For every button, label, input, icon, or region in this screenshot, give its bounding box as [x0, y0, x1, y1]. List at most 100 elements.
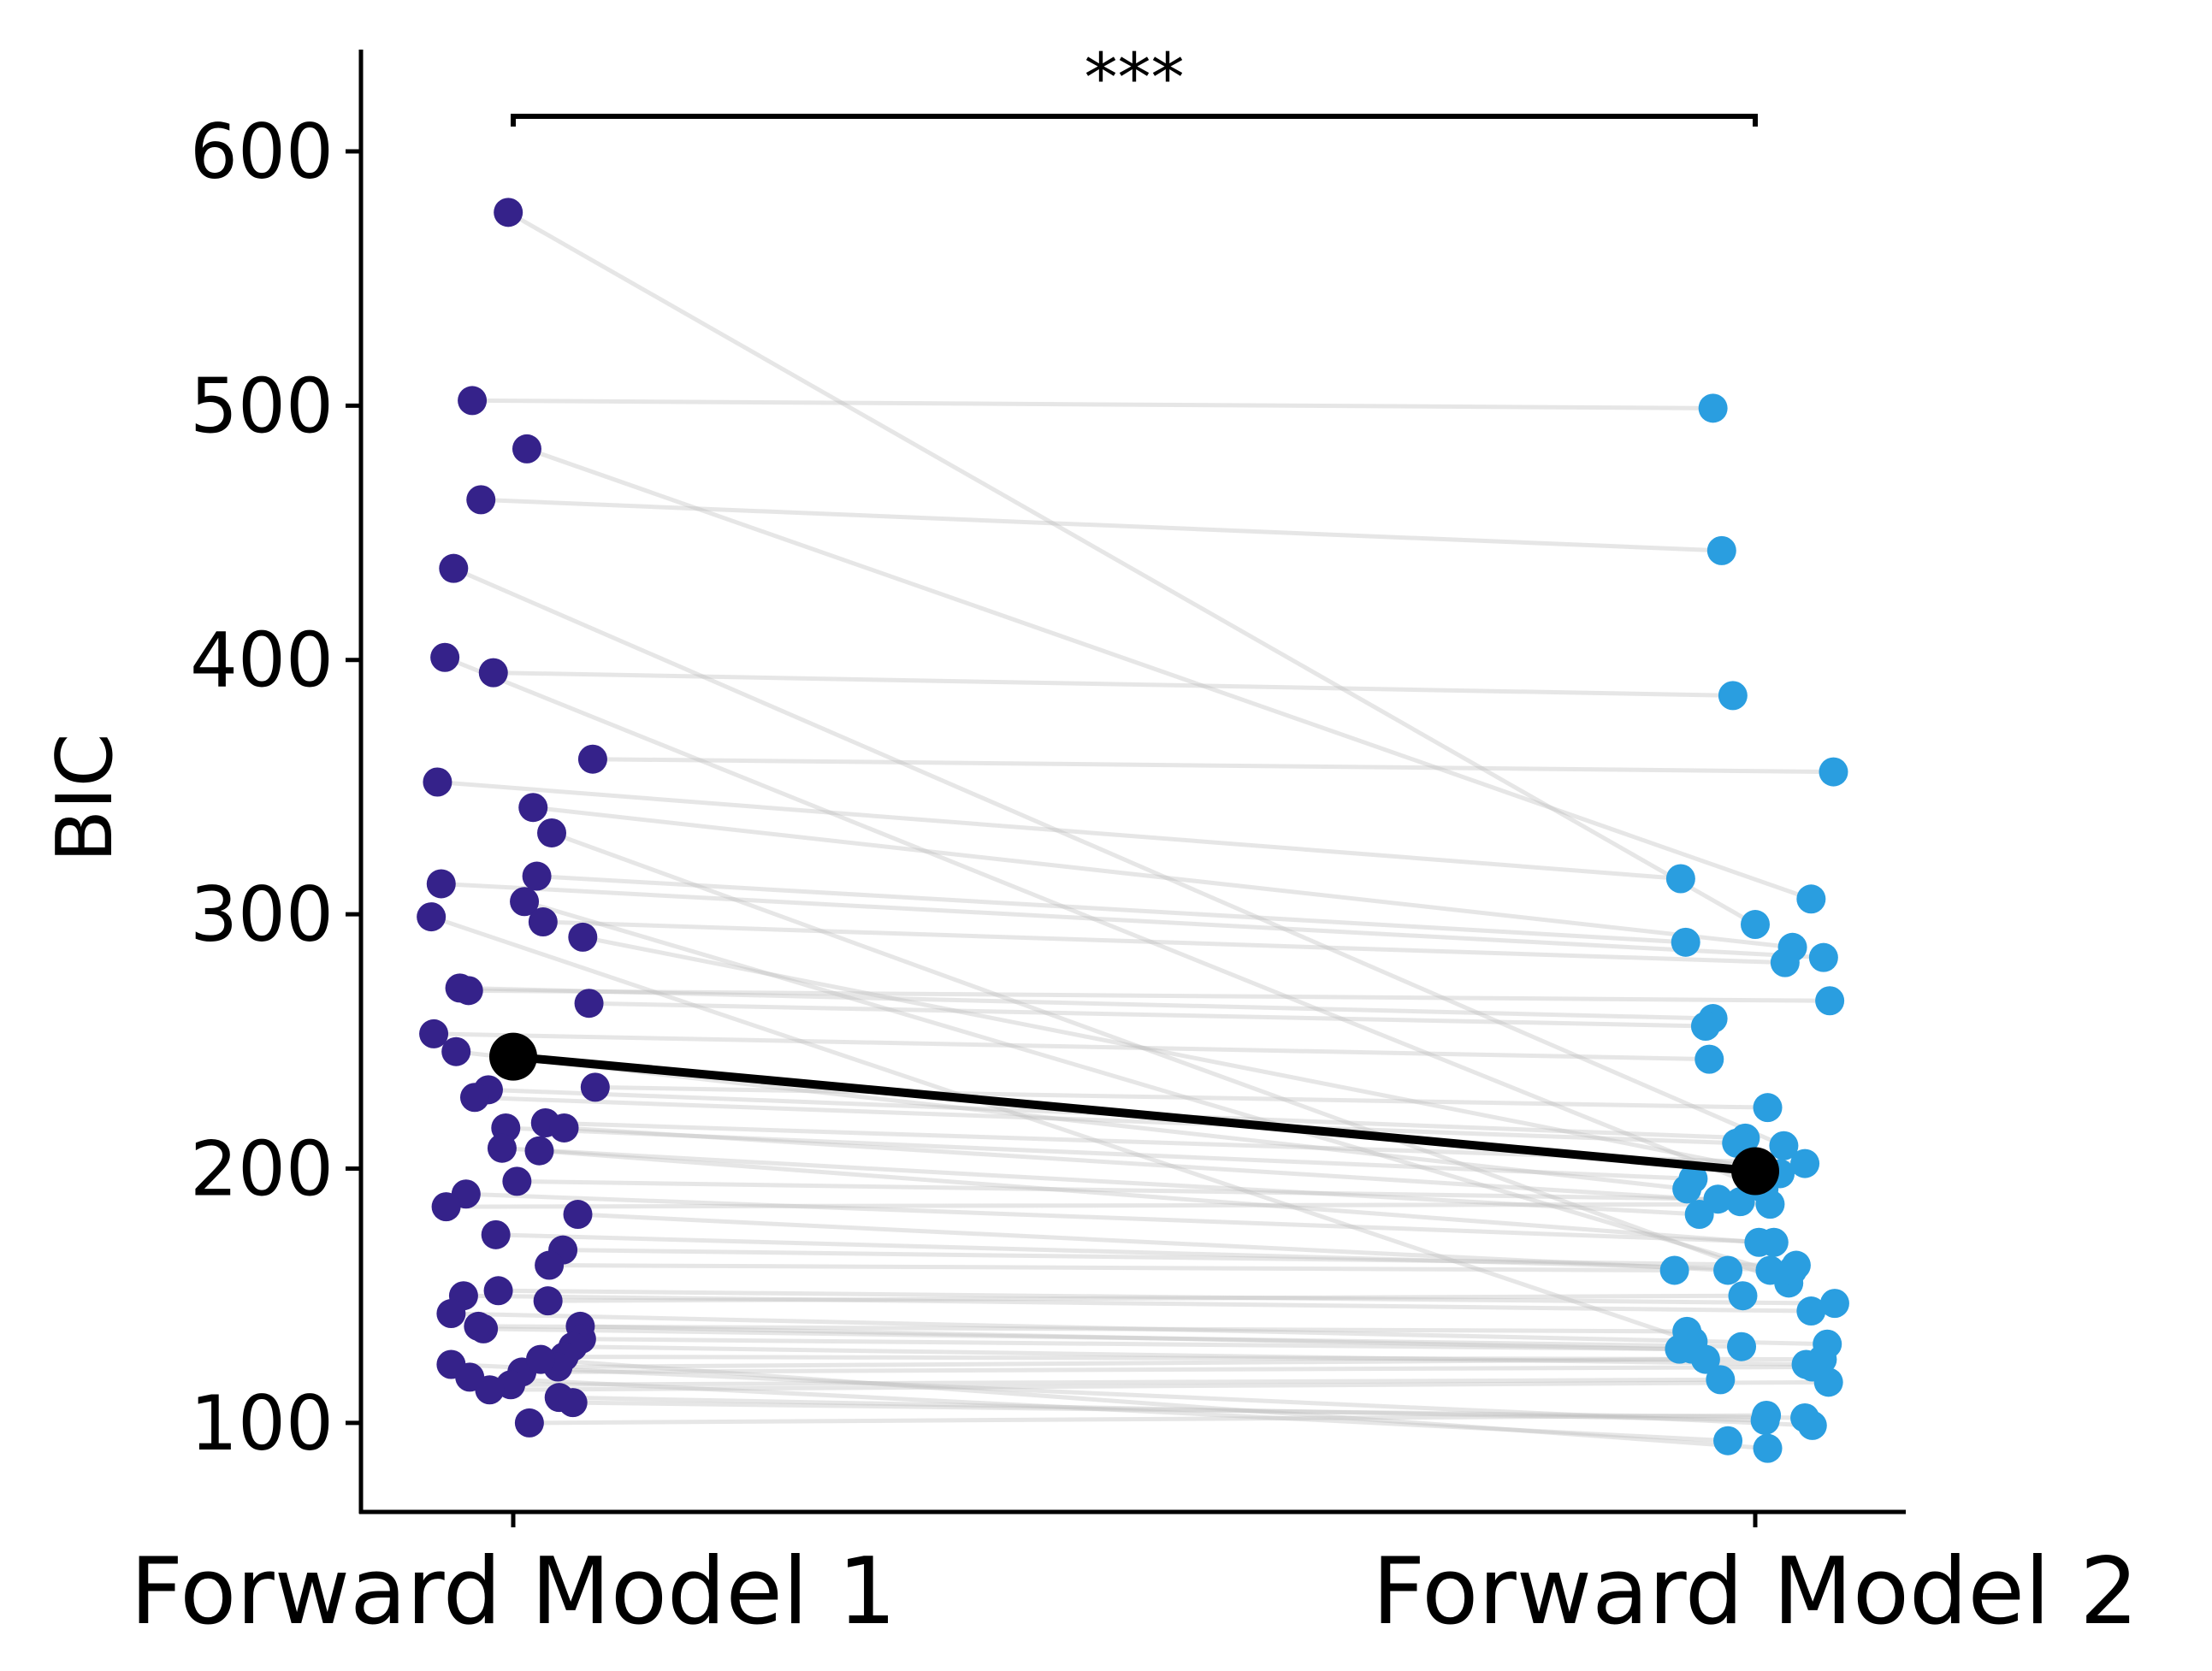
model-2-point-56	[1753, 1433, 1783, 1463]
pair-line-50	[489, 1379, 1829, 1392]
pair-line-5	[444, 655, 1765, 1191]
pair-line-36	[549, 1263, 1675, 1272]
model-1-point-39	[533, 1286, 563, 1316]
pair-line-10	[551, 830, 1790, 1285]
pair-line-35	[563, 1248, 1796, 1268]
pair-line-30	[517, 1178, 1718, 1202]
model-2-point-37	[1819, 1289, 1849, 1319]
axes	[358, 50, 1906, 1515]
y-tick-label-500: 500	[190, 362, 334, 450]
model-1-point-18	[453, 976, 483, 1006]
pair-line-2	[526, 446, 1813, 901]
model-1-point-21	[441, 1036, 471, 1066]
pair-line-51	[529, 1413, 1767, 1426]
pair-line-28	[501, 1146, 1700, 1217]
pair-line-1	[472, 398, 1713, 410]
x-axis-ticks: Forward Model 1 Forward Model 2	[130, 1512, 2138, 1645]
pair-line-27	[564, 1125, 1741, 1204]
mean-point-model-2	[1731, 1147, 1779, 1196]
model-2-point-2	[1796, 884, 1826, 914]
pair-line-26	[506, 1125, 1694, 1181]
pair-line-52	[559, 1395, 1765, 1423]
model-1-point-28	[487, 1133, 517, 1163]
model-1-point-27	[549, 1113, 579, 1143]
pair-line-43	[580, 1324, 1680, 1352]
model-2-point-13	[1755, 1255, 1785, 1285]
model-2-point-18	[1815, 986, 1845, 1016]
pair-line-11	[441, 881, 1824, 960]
model-2-point-42	[1727, 1331, 1757, 1361]
model-2-point-55	[1713, 1426, 1743, 1455]
pair-line-13	[523, 899, 1771, 1272]
model-1-point-34	[481, 1219, 511, 1249]
model-2-point-20	[1694, 1044, 1724, 1074]
pair-line-33	[577, 1212, 1729, 1272]
pair-line-41	[478, 1324, 1688, 1334]
pair-line-53	[572, 1400, 1806, 1420]
y-tick-label-300: 300	[190, 871, 334, 959]
model-1-point-1	[458, 386, 488, 416]
model-1-point-40	[436, 1299, 466, 1329]
pair-line-44	[581, 1337, 1692, 1352]
model-2-point-7	[1819, 757, 1848, 787]
mean-overlay	[489, 1032, 1779, 1196]
pair-line-12	[536, 874, 1686, 945]
pair-line-54	[451, 1362, 1813, 1428]
model-1-point-6	[478, 658, 508, 688]
pair-line-34	[495, 1232, 1793, 1272]
model-1-point-53	[558, 1388, 588, 1418]
model-1-point-55	[455, 1362, 485, 1392]
model-1-point-20	[419, 1019, 449, 1048]
pair-line-31	[465, 1191, 1774, 1245]
model-2-point-19	[1690, 1011, 1720, 1041]
pair-line-18	[468, 988, 1831, 1003]
model-1-point-9	[518, 793, 548, 823]
model-1-point-36	[535, 1250, 565, 1280]
model-1-points	[417, 198, 610, 1438]
model-2-point-22	[1753, 1093, 1783, 1123]
model-2-point-6	[1718, 681, 1748, 711]
model-1-point-3	[466, 485, 496, 515]
model-1-point-0	[494, 198, 523, 227]
model-1-point-22	[580, 1072, 610, 1102]
model-2-point-25	[1790, 1148, 1820, 1178]
mean-point-model-1	[489, 1032, 537, 1081]
model-2-point-52	[1750, 1405, 1780, 1435]
pair-line-40	[451, 1311, 1828, 1347]
pair-line-7	[592, 757, 1834, 775]
pair-line-42	[483, 1326, 1742, 1349]
x-tick-label-0: Forward Model 1	[130, 1538, 896, 1645]
model-2-point-30	[1703, 1184, 1733, 1214]
y-tick-label-200: 200	[190, 1125, 334, 1213]
y-tick-label-100: 100	[190, 1379, 334, 1467]
pair-line-14	[542, 919, 1785, 965]
pair-line-29	[539, 1148, 1760, 1245]
pair-line-38	[463, 1293, 1812, 1314]
model-2-point-38	[1796, 1296, 1826, 1326]
pair-line-56	[540, 1357, 1768, 1451]
significance-label: ***	[1085, 40, 1185, 117]
pair-line-4	[452, 566, 1785, 1148]
pair-line-17	[459, 985, 1713, 1021]
model-1-point-32	[431, 1192, 461, 1222]
pair-line-15	[430, 914, 1694, 1344]
model-2-point-35	[1781, 1250, 1811, 1280]
model-2-point-50	[1813, 1367, 1843, 1397]
model-2-point-32	[1755, 1190, 1785, 1219]
model-2-point-0	[1741, 910, 1770, 940]
model-1-point-4	[439, 553, 469, 583]
pair-line-45	[572, 1344, 1807, 1367]
pair-line-37	[498, 1288, 1835, 1306]
model-1-point-13	[510, 887, 540, 917]
model-1-point-12	[522, 861, 552, 891]
model-1-point-15	[417, 902, 447, 932]
pair-line-9	[532, 805, 1793, 950]
model-2-point-54	[1797, 1410, 1827, 1440]
model-1-point-30	[502, 1166, 532, 1196]
pair-line-19	[588, 1001, 1706, 1029]
model-2-point-47	[1690, 1344, 1720, 1374]
model-1-point-10	[537, 818, 567, 847]
model-2-points	[1659, 393, 1849, 1463]
model-1-point-37	[483, 1276, 513, 1306]
